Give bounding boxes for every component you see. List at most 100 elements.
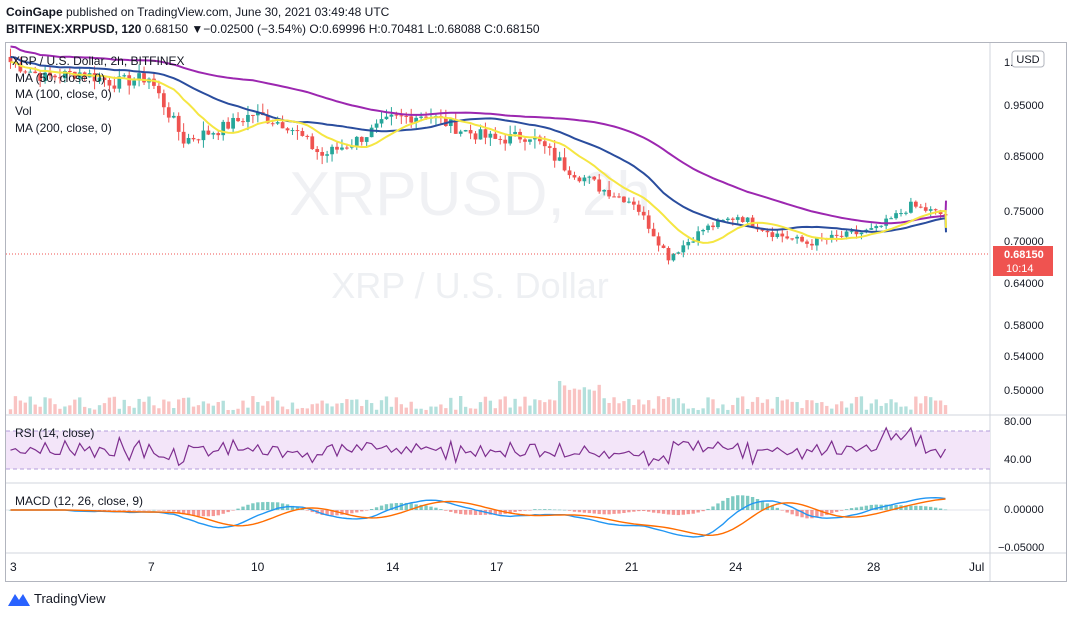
volume-bar [374,409,379,414]
volume-bar [622,401,626,414]
candle [132,80,137,86]
volume-bar [592,390,596,414]
candle [275,122,280,124]
candle [607,189,611,197]
footer: TradingView [8,591,106,606]
macd-hist-bar [567,510,572,511]
candle [48,72,52,76]
candle [770,232,775,237]
time-axis[interactable]: 3 7 10 14 17 21 24 28 Jul [10,560,984,574]
volume-bar [854,396,859,414]
candle [161,93,166,108]
candle [186,137,191,144]
macd-line [10,496,946,538]
macd-hist-bar [562,509,567,511]
volume-bar [919,403,923,414]
macd-hist-bar [745,495,750,510]
macd-hist-bar [493,510,497,515]
macd-hist-bar [167,510,171,512]
candle [404,115,409,117]
candle [582,177,587,182]
macd-hist-bar [943,509,948,511]
candle [226,121,231,129]
volume-bar [533,399,537,414]
volume-bar [404,407,408,414]
candle [255,112,260,116]
volume-bar [790,401,794,414]
macd-hist-bar [755,499,760,510]
macd-hist-bar [830,510,834,514]
volume-bar [162,399,166,414]
candle [369,127,374,138]
candle [241,121,245,123]
macd-hist-bar [355,510,359,513]
volume-bar [280,406,285,414]
macd-hist-bar [246,504,250,510]
tradingview-logo-icon[interactable] [8,592,30,606]
volume-bar [721,404,725,414]
macd-hist-bar [191,510,196,516]
volume-bar [399,404,403,414]
macd-hist-bar [162,510,166,511]
candle [300,131,305,136]
publisher-name[interactable]: CoinGape [6,5,63,19]
macd-hist-bar [409,503,413,510]
macd-hist-bar [389,503,394,510]
candle [552,147,557,161]
price-tick: 0.50000 [1004,385,1044,397]
volume-bar [429,406,433,414]
volume-bar [142,401,146,414]
candle [488,133,493,138]
volume-bar [18,400,23,414]
candle [869,228,874,230]
volume-bar [493,408,497,414]
volume-bar [275,400,280,414]
macd-hist-bar [919,505,923,510]
candle [844,231,849,237]
macd-hist-bar [107,510,112,511]
footer-brand[interactable]: TradingView [34,591,106,606]
legend-vol: Vol [15,104,32,118]
volume-bar [78,397,82,414]
volume-bar [295,408,300,414]
volume-bar [647,400,651,414]
candle [354,136,359,146]
volume-bar [528,405,532,414]
candle [740,217,745,222]
macd-hist-bar [691,510,695,514]
volume-bar [607,402,611,414]
currency-box[interactable] [1011,50,1045,68]
candle [43,72,47,81]
macd-hist-bar [607,510,611,515]
publish-info: published on TradingView.com, June 30, 2… [62,5,390,19]
macd-hist-bar [582,510,587,513]
macd-label: MACD (12, 26, close, 9) [15,494,143,508]
price-axis[interactable]: USD 1. 0.95000 0.85000 0.75000 0.70000 0… [993,50,1053,554]
volume-bar [132,407,136,414]
volume-bar [43,397,47,414]
macd-hist-bar [463,510,468,515]
volume-bar [553,400,557,414]
volume-bar [335,403,339,414]
volume-bar [538,400,542,414]
macd-hist-bar [696,510,700,513]
volume-bar [454,409,458,414]
candle [562,157,567,171]
volume-bar [191,406,196,414]
macd-hist-bar [543,509,547,510]
symbol-label: BITFINEX:XRPUSD, 120 [6,22,142,36]
volume-bar [696,409,700,414]
volume-bar [750,401,755,414]
volume-bar [874,399,878,414]
price-tick: 0.64000 [1004,278,1044,290]
price-tick: 0.54000 [1004,351,1044,363]
candle [290,130,295,132]
candle [923,207,928,211]
macd-hist-bar [478,510,483,515]
macd-hist-bar [894,505,898,510]
candle [815,237,819,246]
macd-hist-bar [785,510,789,513]
volume-bar [582,387,587,414]
volume-bar [409,401,413,414]
